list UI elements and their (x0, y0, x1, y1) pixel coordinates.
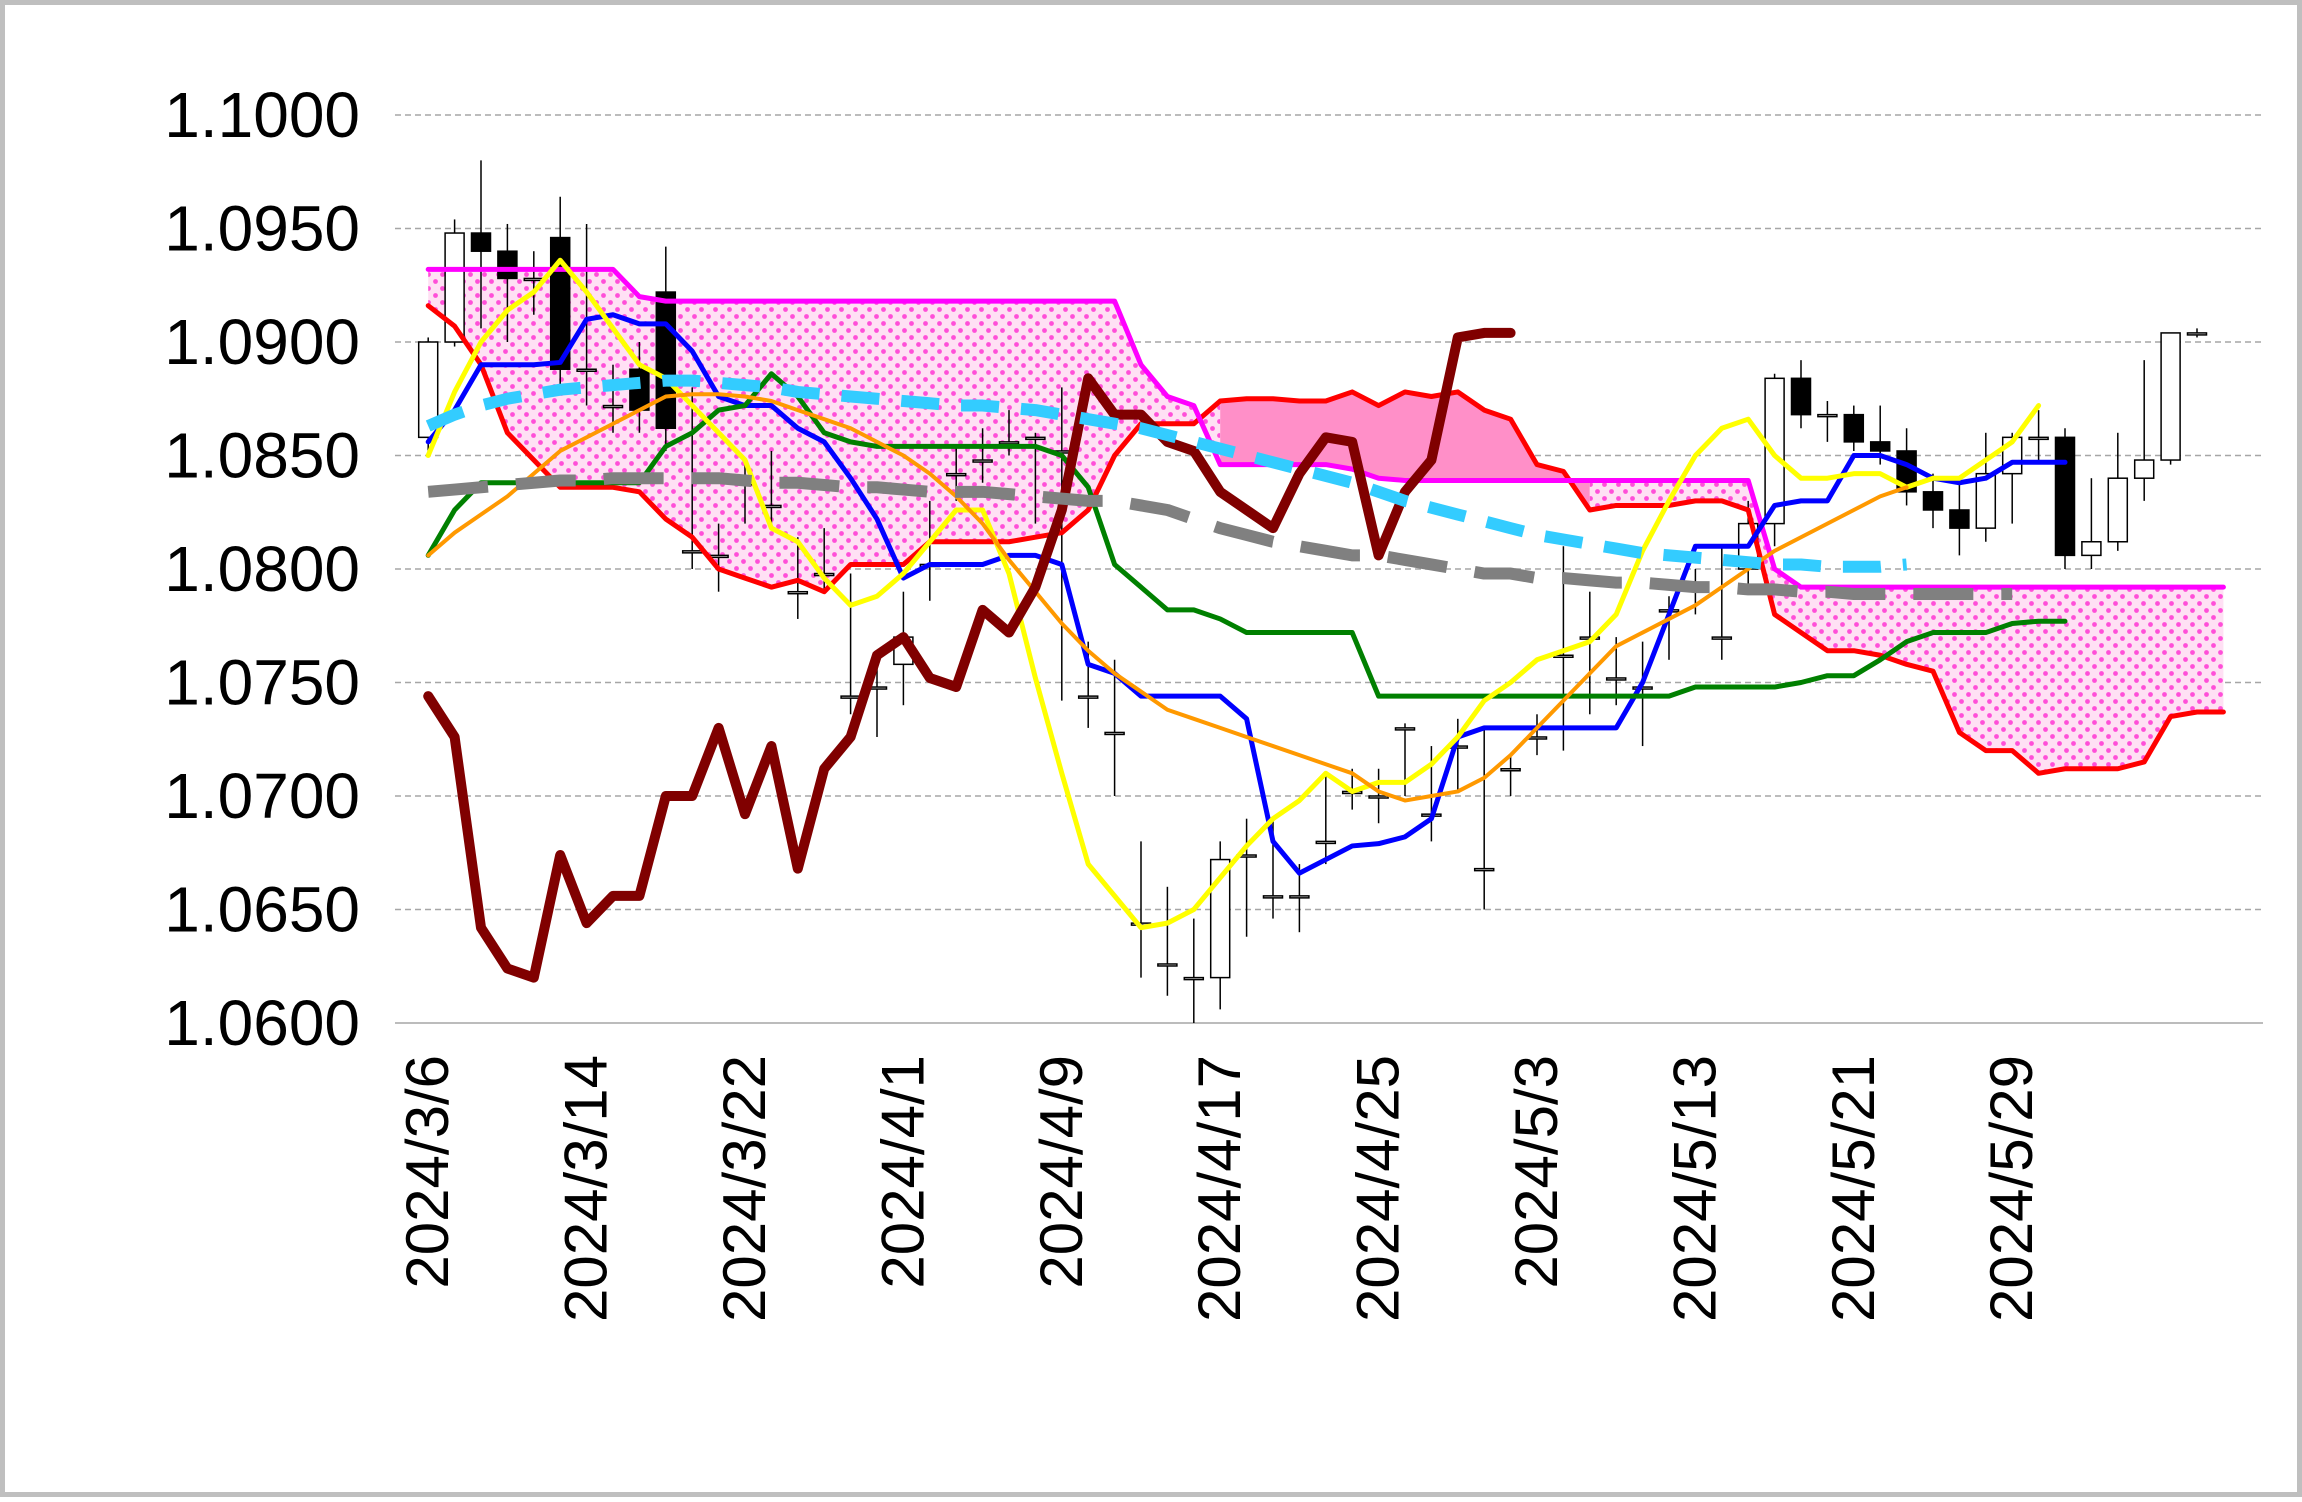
candle-body (1473, 867, 1495, 872)
candle-body (1157, 963, 1178, 967)
candle-body (2028, 436, 2049, 441)
candle-body (2160, 332, 2181, 461)
candle-body (1869, 441, 1891, 452)
candle-body (1262, 895, 1284, 899)
candle-body (1500, 768, 1521, 772)
candle-body (602, 404, 624, 409)
x-tick-label: 2024/4/17 (1186, 1055, 1253, 1322)
candle-body (2054, 436, 2076, 557)
y-tick-label: 1.1000 (164, 79, 360, 151)
y-tick-label: 1.0900 (164, 306, 360, 378)
series-line-8 (425, 374, 1908, 573)
x-tick-label: 2024/5/21 (1820, 1055, 1887, 1322)
y-tick-label: 1.0800 (164, 533, 360, 605)
candle-body (470, 232, 492, 252)
candle-body (1025, 436, 1046, 441)
x-tick-label: 2024/3/22 (711, 1055, 778, 1322)
candle-body (840, 695, 861, 699)
candle-body (576, 368, 597, 372)
candle-body (681, 550, 703, 554)
candle-body (1764, 377, 1785, 525)
series-line-2 (425, 312, 2068, 876)
candle-body (1949, 509, 1970, 529)
candle-body (1975, 472, 1997, 529)
candle-body (1843, 413, 1865, 443)
candle-body (1711, 636, 1733, 640)
x-tick-label: 2024/3/6 (394, 1055, 461, 1289)
x-axis-ticks: 2024/3/6 2024/3/14 2024/3/22 2024/4/1 2024/4… (394, 1055, 2045, 1322)
candle-body (417, 341, 439, 439)
y-tick-label: 1.0950 (164, 193, 360, 265)
y-tick-label: 1.0600 (164, 987, 360, 1059)
candle-body (1605, 677, 1627, 681)
indicator-lines (423, 257, 2226, 983)
y-tick-label: 1.0750 (164, 647, 360, 719)
series-line-3 (425, 371, 2068, 699)
candle-body (1209, 858, 1231, 979)
candle-body (444, 232, 465, 343)
cloud-segment (1589, 480, 2224, 774)
candle-body (787, 590, 809, 595)
candle-body (497, 250, 518, 280)
x-tick-label: 2024/4/9 (1028, 1055, 1095, 1289)
y-tick-label: 1.0700 (164, 760, 360, 832)
series-line-6 (423, 327, 1516, 983)
y-tick-label: 1.0650 (164, 874, 360, 946)
candle-body (2081, 541, 2102, 557)
x-tick-label: 2024/5/3 (1503, 1055, 1570, 1289)
candle-body (2186, 332, 2208, 336)
candle-body (655, 291, 677, 430)
candle-body (1077, 695, 1099, 699)
candle-body (1183, 976, 1205, 981)
candle-body (1817, 413, 1838, 418)
series-line-1 (425, 266, 2226, 590)
series-line-7 (427, 472, 2013, 600)
chart-plot: 1.1000 1.0950 1.0900 1.0850 1.0800 1.0750 1.07… (164, 79, 2263, 1322)
candle-body (1368, 795, 1389, 799)
candle-body (1104, 731, 1125, 736)
x-tick-label: 2024/5/29 (1978, 1055, 2045, 1322)
x-tick-label: 2024/5/13 (1661, 1055, 1728, 1322)
candle-body (1394, 727, 1416, 731)
candle-body (1315, 840, 1337, 845)
candle-body (1289, 895, 1310, 899)
series-line-5 (426, 392, 1909, 803)
series-line-0 (425, 303, 2226, 776)
candle-body (629, 368, 650, 411)
candle-body (1790, 377, 1812, 416)
series-line-4 (425, 257, 2042, 931)
y-axis-ticks: 1.1000 1.0950 1.0900 1.0850 1.0800 1.0750 1.07… (164, 79, 360, 1059)
candle-body (945, 472, 967, 477)
candle-body (972, 459, 993, 463)
candle-body (998, 441, 1020, 445)
x-tick-label: 2024/3/14 (553, 1055, 620, 1322)
candle-body (2107, 477, 2129, 543)
x-tick-label: 2024/4/1 (869, 1055, 936, 1289)
grid-layer (395, 114, 2263, 1024)
candle-body (2133, 459, 2155, 479)
x-tick-label: 2024/4/25 (1345, 1055, 1412, 1322)
candle-body (1922, 491, 1944, 511)
y-tick-label: 1.0850 (164, 420, 360, 492)
